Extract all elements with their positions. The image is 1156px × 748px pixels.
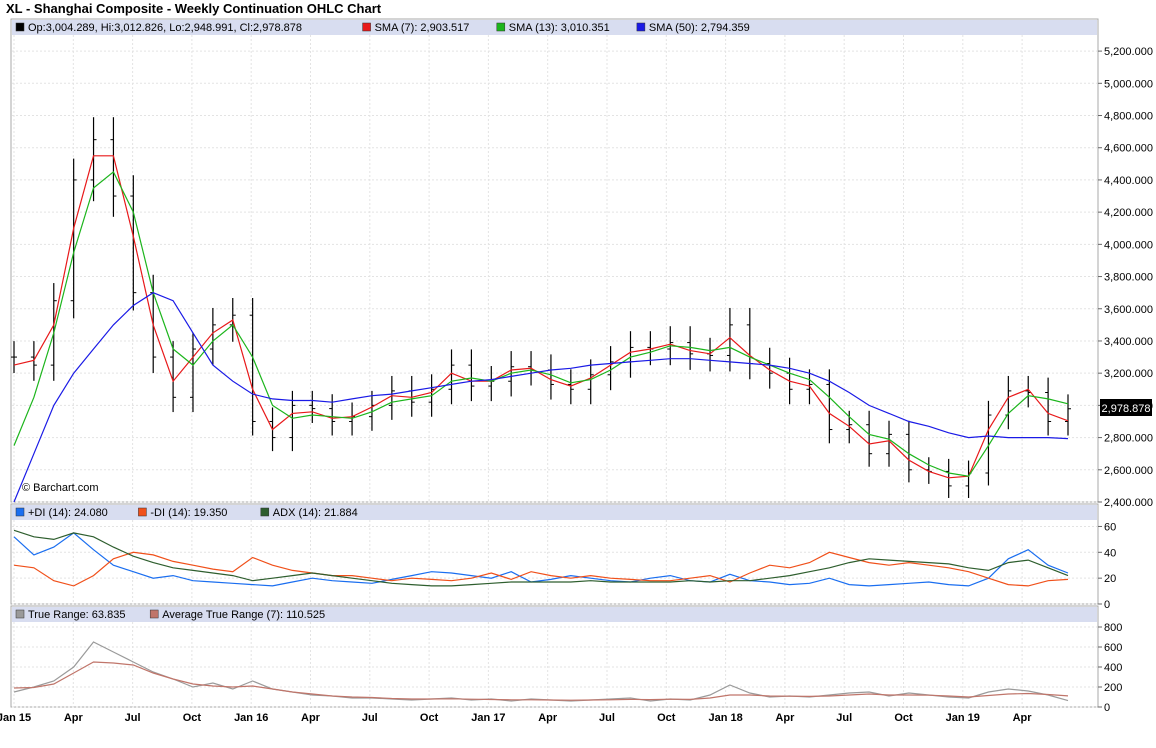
- price-panel: [10, 18, 1099, 503]
- copyright-label: © Barchart.com: [22, 482, 99, 494]
- x-tick-label: Oct: [894, 712, 913, 724]
- y-tick-label: 4,400.000: [1104, 175, 1153, 187]
- legend-label: SMA (50): 2,794.359: [649, 22, 750, 34]
- legend-swatch: [149, 609, 159, 619]
- y-tick-label: 3,400.000: [1104, 336, 1153, 348]
- y-tick-label: 4,200.000: [1104, 207, 1153, 219]
- price-legend: Op:3,004.289, Hi:3,012.826, Lo:2,948.991…: [15, 22, 750, 34]
- x-tick-label: Apr: [1013, 712, 1033, 724]
- legend-swatch: [15, 507, 25, 517]
- sma-50-line: [13, 292, 1069, 503]
- legend-label: True Range: 63.835: [28, 609, 125, 621]
- legend-swatch: [138, 507, 147, 517]
- legend-swatch: [496, 22, 506, 32]
- legend-swatch: [15, 609, 25, 619]
- legend-label: Average True Range (7): 110.525: [162, 609, 325, 621]
- price-legend-bar: [12, 20, 1097, 35]
- x-tick-label: Jan 18: [708, 712, 742, 724]
- di-14-line: [13, 532, 1069, 587]
- x-tick-label: Oct: [420, 712, 439, 724]
- y-tick-label: 3,600.000: [1104, 304, 1153, 316]
- dmi-lines: [13, 529, 1069, 587]
- y-tick-label: 200: [1104, 682, 1122, 694]
- y-tick-label: 2,600.000: [1104, 465, 1153, 477]
- y-tick-label: 20: [1104, 573, 1116, 585]
- legend-label: Op:3,004.289, Hi:3,012.826, Lo:2,948.991…: [28, 22, 302, 34]
- legend-label: SMA (7): 2,903.517: [375, 22, 470, 34]
- y-tick-label: 4,600.000: [1104, 143, 1153, 155]
- moving-average-lines: [13, 155, 1069, 503]
- legend-label: ADX (14): 21.884: [273, 507, 358, 519]
- sma-7-line: [13, 155, 1069, 479]
- legend-label: -DI (14): 19.350: [150, 507, 227, 519]
- atr-legend: True Range: 63.835 Average True Range (7)…: [15, 609, 325, 621]
- y-tick-label: 60: [1104, 521, 1116, 533]
- x-tick-label: Jul: [362, 712, 378, 724]
- atr-y-axis: 800 600 400 200 0: [1098, 622, 1122, 714]
- di-14-line: [13, 551, 1069, 587]
- y-tick-label: 600: [1104, 642, 1122, 654]
- legend-swatch: [15, 22, 25, 32]
- x-tick-label: Jan 17: [471, 712, 505, 724]
- average-true-range-7-line: [13, 661, 1069, 701]
- sma-13-line: [13, 170, 1069, 477]
- dmi-y-axis: 60 40 20 0: [1098, 521, 1116, 611]
- atr-legend-bar: [12, 607, 1097, 622]
- last-price-tag: [1100, 399, 1152, 416]
- y-tick-label: 3,200.000: [1104, 368, 1153, 380]
- x-tick-label: Jan 19: [946, 712, 980, 724]
- last-price-label: 2,978.878: [1102, 403, 1151, 415]
- x-tick-label: Apr: [301, 712, 321, 724]
- chart-title: XL - Shanghai Composite - Weekly Continu…: [6, 1, 382, 16]
- dmi-legend-bar: [12, 505, 1097, 520]
- y-tick-label: 40: [1104, 547, 1116, 559]
- y-tick-label: 4,000.000: [1104, 239, 1153, 251]
- y-tick-label: 0: [1104, 702, 1110, 714]
- atr-lines: [13, 641, 1069, 702]
- x-tick-label: Oct: [657, 712, 676, 724]
- dmi-grid: [12, 520, 1097, 605]
- x-tick-label: Jan 15: [0, 712, 31, 724]
- x-tick-label: Apr: [775, 712, 795, 724]
- x-tick-label: Jan 16: [234, 712, 268, 724]
- y-tick-label: 2,800.000: [1104, 433, 1153, 445]
- y-tick-label: 0: [1104, 599, 1110, 611]
- legend-swatch: [362, 22, 371, 32]
- legend-label: +DI (14): 24.080: [28, 507, 108, 519]
- adx-14-line: [13, 529, 1069, 587]
- y-tick-label: 5,000.000: [1104, 78, 1153, 90]
- x-tick-label: Jul: [125, 712, 141, 724]
- y-tick-label: 800: [1104, 622, 1122, 634]
- x-axis: Jan 15 Apr Jul Oct Jan 16 Apr Jul Oct Jan 17 Apr J…: [0, 712, 1032, 724]
- y-tick-label: 5,200.000: [1104, 46, 1153, 58]
- y-tick-label: 2,400.000: [1104, 497, 1153, 509]
- x-tick-label: Apr: [538, 712, 558, 724]
- dmi-legend: +DI (14): 24.080 -DI (14): 19.350 ADX (14)…: [15, 507, 358, 519]
- x-tick-label: Jul: [599, 712, 615, 724]
- legend-label: SMA (13): 3,010.351: [509, 22, 610, 34]
- y-tick-label: 3,800.000: [1104, 272, 1153, 284]
- legend-swatch: [636, 22, 646, 32]
- y-tick-label: 4,800.000: [1104, 111, 1153, 123]
- price-y-axis: 5,200.000 5,000.000 4,800.000 4,600.000 4,40…: [1098, 46, 1153, 509]
- legend-swatch: [260, 507, 270, 517]
- x-tick-label: Oct: [183, 712, 202, 724]
- x-tick-label: Jul: [836, 712, 852, 724]
- x-tick-label: Apr: [64, 712, 84, 724]
- y-tick-label: 400: [1104, 662, 1122, 674]
